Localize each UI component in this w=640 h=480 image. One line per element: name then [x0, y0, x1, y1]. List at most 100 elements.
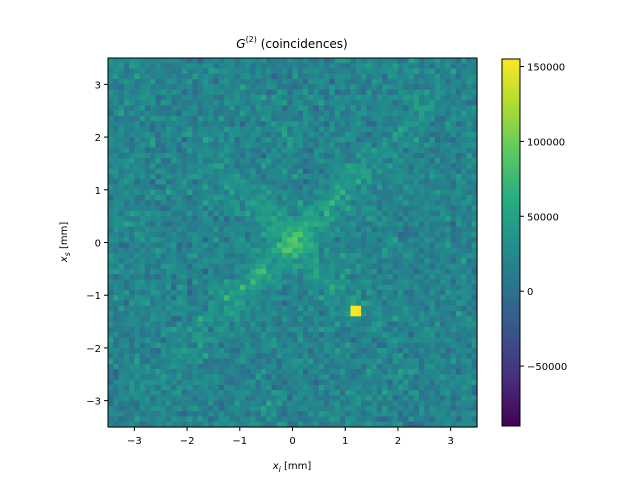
heatmap-cell — [266, 137, 273, 143]
heatmap-cell — [197, 110, 204, 117]
heatmap-cell — [266, 216, 273, 223]
heatmap-cell — [292, 284, 299, 291]
heatmap-cell — [334, 231, 341, 238]
heatmap-cell — [229, 126, 236, 133]
heatmap-cell — [339, 216, 346, 223]
heatmap-cell — [181, 63, 188, 70]
heatmap-cell — [429, 374, 436, 381]
heatmap-cell — [144, 395, 151, 402]
heatmap-cell — [255, 279, 262, 286]
heatmap-cell — [434, 226, 441, 233]
heatmap-cell — [382, 363, 388, 370]
heatmap-cell — [450, 384, 457, 391]
heatmap-cell — [366, 411, 373, 418]
heatmap-cell — [255, 289, 262, 296]
heatmap-cell — [239, 68, 246, 75]
heatmap-cell — [108, 105, 114, 112]
heatmap-cell — [461, 221, 468, 228]
heatmap-cell — [155, 200, 162, 207]
heatmap-cell — [176, 147, 183, 154]
heatmap-cell — [382, 221, 388, 228]
heatmap-cell — [345, 384, 352, 391]
heatmap-cell — [134, 411, 141, 418]
heatmap-cell — [276, 58, 283, 64]
heatmap-cell — [192, 405, 199, 412]
heatmap-cell — [281, 226, 288, 233]
heatmap-cell — [139, 73, 146, 80]
heatmap-cell — [450, 79, 457, 85]
heatmap-cell — [176, 142, 183, 149]
heatmap-cell — [403, 332, 410, 338]
heatmap-cell — [239, 89, 246, 96]
heatmap-cell — [144, 247, 151, 254]
heatmap-cell — [245, 316, 251, 323]
heatmap-cell — [129, 137, 135, 143]
heatmap-cell — [355, 300, 362, 307]
heatmap-cell — [197, 279, 204, 286]
heatmap-cell — [271, 126, 278, 133]
heatmap-cell — [313, 210, 320, 217]
heatmap-cell — [361, 158, 367, 165]
heatmap-cell — [144, 242, 151, 249]
heatmap-cell — [434, 73, 441, 80]
heatmap-cell — [229, 63, 236, 70]
heatmap-cell — [208, 94, 215, 101]
heatmap-cell — [160, 89, 167, 96]
heatmap-cell — [297, 405, 304, 412]
heatmap-cell — [371, 279, 378, 286]
heatmap-cell — [239, 421, 246, 428]
heatmap-cell — [313, 395, 320, 402]
heatmap-cell — [150, 237, 157, 244]
heatmap-cell — [371, 274, 378, 280]
heatmap-cell — [223, 258, 230, 265]
heatmap-cell — [308, 268, 315, 275]
heatmap-cell — [466, 416, 473, 423]
heatmap-cell — [429, 405, 436, 412]
heatmap-cell — [250, 210, 257, 217]
heatmap-cell — [471, 179, 478, 186]
heatmap-cell — [440, 158, 446, 165]
heatmap-cell — [176, 115, 183, 122]
heatmap-cell — [260, 390, 267, 396]
heatmap-cell — [408, 152, 415, 159]
heatmap-cell — [129, 405, 135, 412]
heatmap-cell — [118, 268, 125, 275]
heatmap-cell — [434, 221, 441, 228]
heatmap-cell — [171, 195, 178, 201]
heatmap-cell — [424, 226, 431, 233]
heatmap-cell — [155, 226, 162, 233]
heatmap-cell — [255, 105, 262, 112]
heatmap-cell — [345, 158, 352, 165]
heatmap-cell — [223, 79, 230, 85]
heatmap-cell — [355, 416, 362, 423]
heatmap-cell — [176, 158, 183, 165]
heatmap-cell — [318, 137, 325, 143]
heatmap-cell — [471, 231, 478, 238]
heatmap-cell — [382, 179, 388, 186]
heatmap-cell — [419, 321, 425, 328]
heatmap-cell — [171, 300, 178, 307]
heatmap-cell — [445, 221, 452, 228]
heatmap-cell — [324, 242, 330, 249]
heatmap-cell — [139, 347, 146, 354]
heatmap-cell — [371, 405, 378, 412]
heatmap-cell — [250, 379, 257, 386]
heatmap-cell — [461, 84, 468, 91]
heatmap-cell — [461, 421, 468, 428]
heatmap-cell — [339, 284, 346, 291]
heatmap-cell — [218, 137, 225, 143]
heatmap-cell — [413, 121, 420, 128]
heatmap-cell — [155, 210, 162, 217]
heatmap-cell — [366, 258, 373, 265]
heatmap-cell — [139, 384, 146, 391]
heatmap-cell — [413, 89, 420, 96]
heatmap-cell — [276, 369, 283, 375]
heatmap-cell — [387, 369, 394, 375]
heatmap-cell — [197, 295, 204, 302]
heatmap-cell — [176, 416, 183, 423]
heatmap-cell — [424, 68, 431, 75]
heatmap-cell — [419, 184, 425, 191]
heatmap-cell — [329, 205, 336, 212]
heatmap-cell — [429, 216, 436, 223]
heatmap-cell — [245, 326, 251, 333]
